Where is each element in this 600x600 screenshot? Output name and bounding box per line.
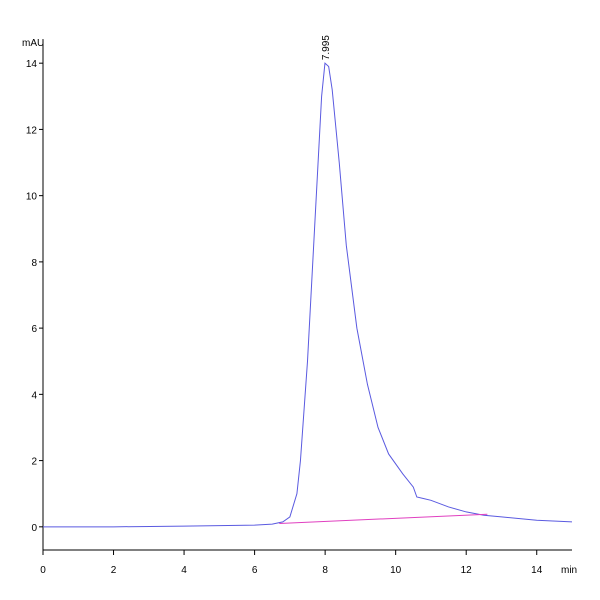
x-tick-label: 2 [111,565,117,576]
y-tick-label: 14 [26,59,38,70]
y-tick-label: 8 [31,258,37,269]
x-tick-label: 12 [461,565,473,576]
y-tick-label: 4 [31,390,37,401]
x-axis-label: min [561,565,577,576]
y-tick-label: 12 [26,125,38,136]
x-tick-label: 0 [40,565,46,576]
x-tick-label: 10 [390,565,402,576]
x-tick-label: 4 [181,565,187,576]
peak-label: 7.995 [321,35,332,60]
x-tick-label: 6 [252,565,258,576]
x-tick-label: 14 [531,565,543,576]
y-tick-label: 0 [31,523,37,534]
x-tick-label: 8 [322,565,328,576]
y-tick-label: 10 [26,192,38,203]
trace-line [43,62,573,528]
y-tick-label: 6 [31,324,37,335]
y-tick-label: 2 [31,457,37,468]
y-axis-label: mAU [22,38,44,49]
trace-line [279,513,488,525]
